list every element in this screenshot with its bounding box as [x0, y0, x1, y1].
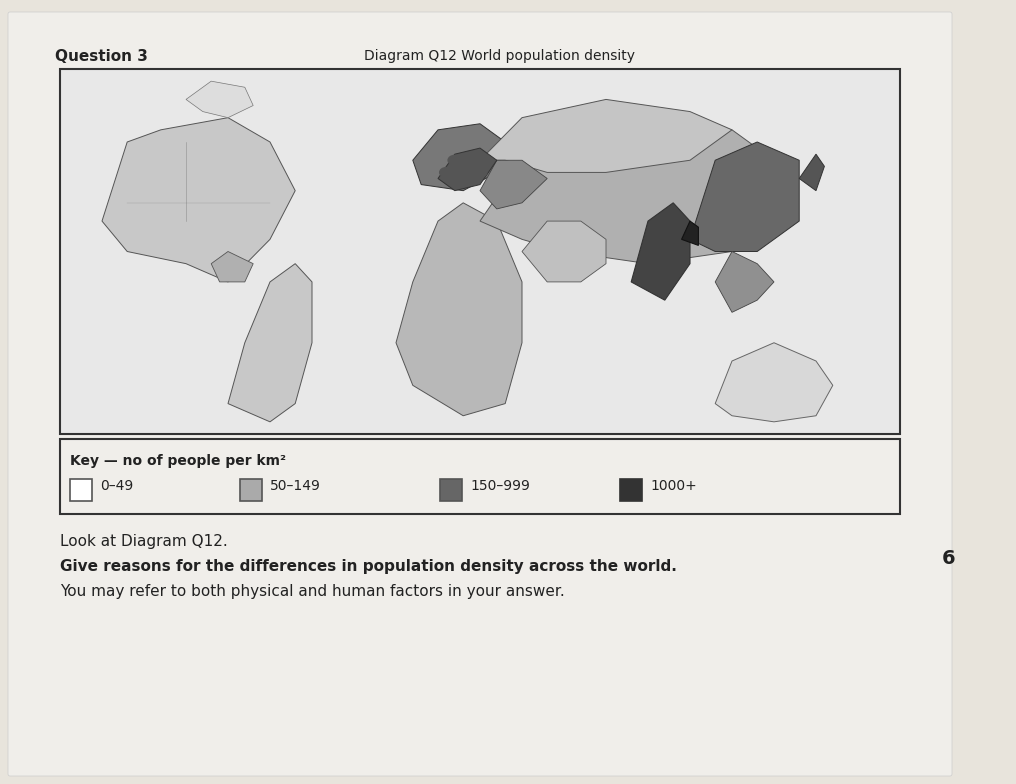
Text: 0–49: 0–49 [100, 479, 133, 493]
Polygon shape [631, 203, 690, 300]
Polygon shape [480, 160, 548, 209]
Polygon shape [102, 118, 296, 282]
Polygon shape [211, 252, 253, 282]
Polygon shape [186, 82, 253, 118]
Polygon shape [228, 263, 312, 422]
Bar [60, 69, 900, 434]
Circle shape [440, 168, 453, 177]
Text: Key — no of people per km²: Key — no of people per km² [70, 454, 285, 468]
Polygon shape [800, 154, 824, 191]
Circle shape [473, 168, 487, 177]
FancyBboxPatch shape [8, 12, 952, 776]
Polygon shape [682, 221, 698, 245]
Polygon shape [522, 221, 606, 282]
Text: 150–999: 150–999 [470, 479, 530, 493]
Bar [70, 479, 92, 501]
Text: You may refer to both physical and human factors in your answer.: You may refer to both physical and human… [60, 584, 565, 599]
Text: Question 3: Question 3 [55, 49, 148, 64]
Circle shape [448, 155, 461, 165]
Polygon shape [412, 124, 505, 191]
Bar [440, 479, 462, 501]
Polygon shape [715, 343, 833, 422]
Polygon shape [396, 203, 522, 416]
Polygon shape [480, 118, 774, 263]
Bar [620, 479, 642, 501]
Text: 1000+: 1000+ [650, 479, 697, 493]
Text: Give reasons for the differences in population density across the world.: Give reasons for the differences in popu… [60, 559, 677, 574]
Text: Diagram Q12 World population density: Diagram Q12 World population density [365, 49, 635, 63]
Polygon shape [480, 100, 732, 172]
Bar [240, 479, 262, 501]
Circle shape [465, 162, 479, 171]
Text: 50–149: 50–149 [270, 479, 321, 493]
Text: 6: 6 [942, 550, 955, 568]
Polygon shape [715, 252, 774, 312]
Polygon shape [690, 142, 800, 252]
Polygon shape [438, 148, 497, 191]
Bar [60, 439, 900, 514]
Text: Look at Diagram Q12.: Look at Diagram Q12. [60, 534, 228, 549]
